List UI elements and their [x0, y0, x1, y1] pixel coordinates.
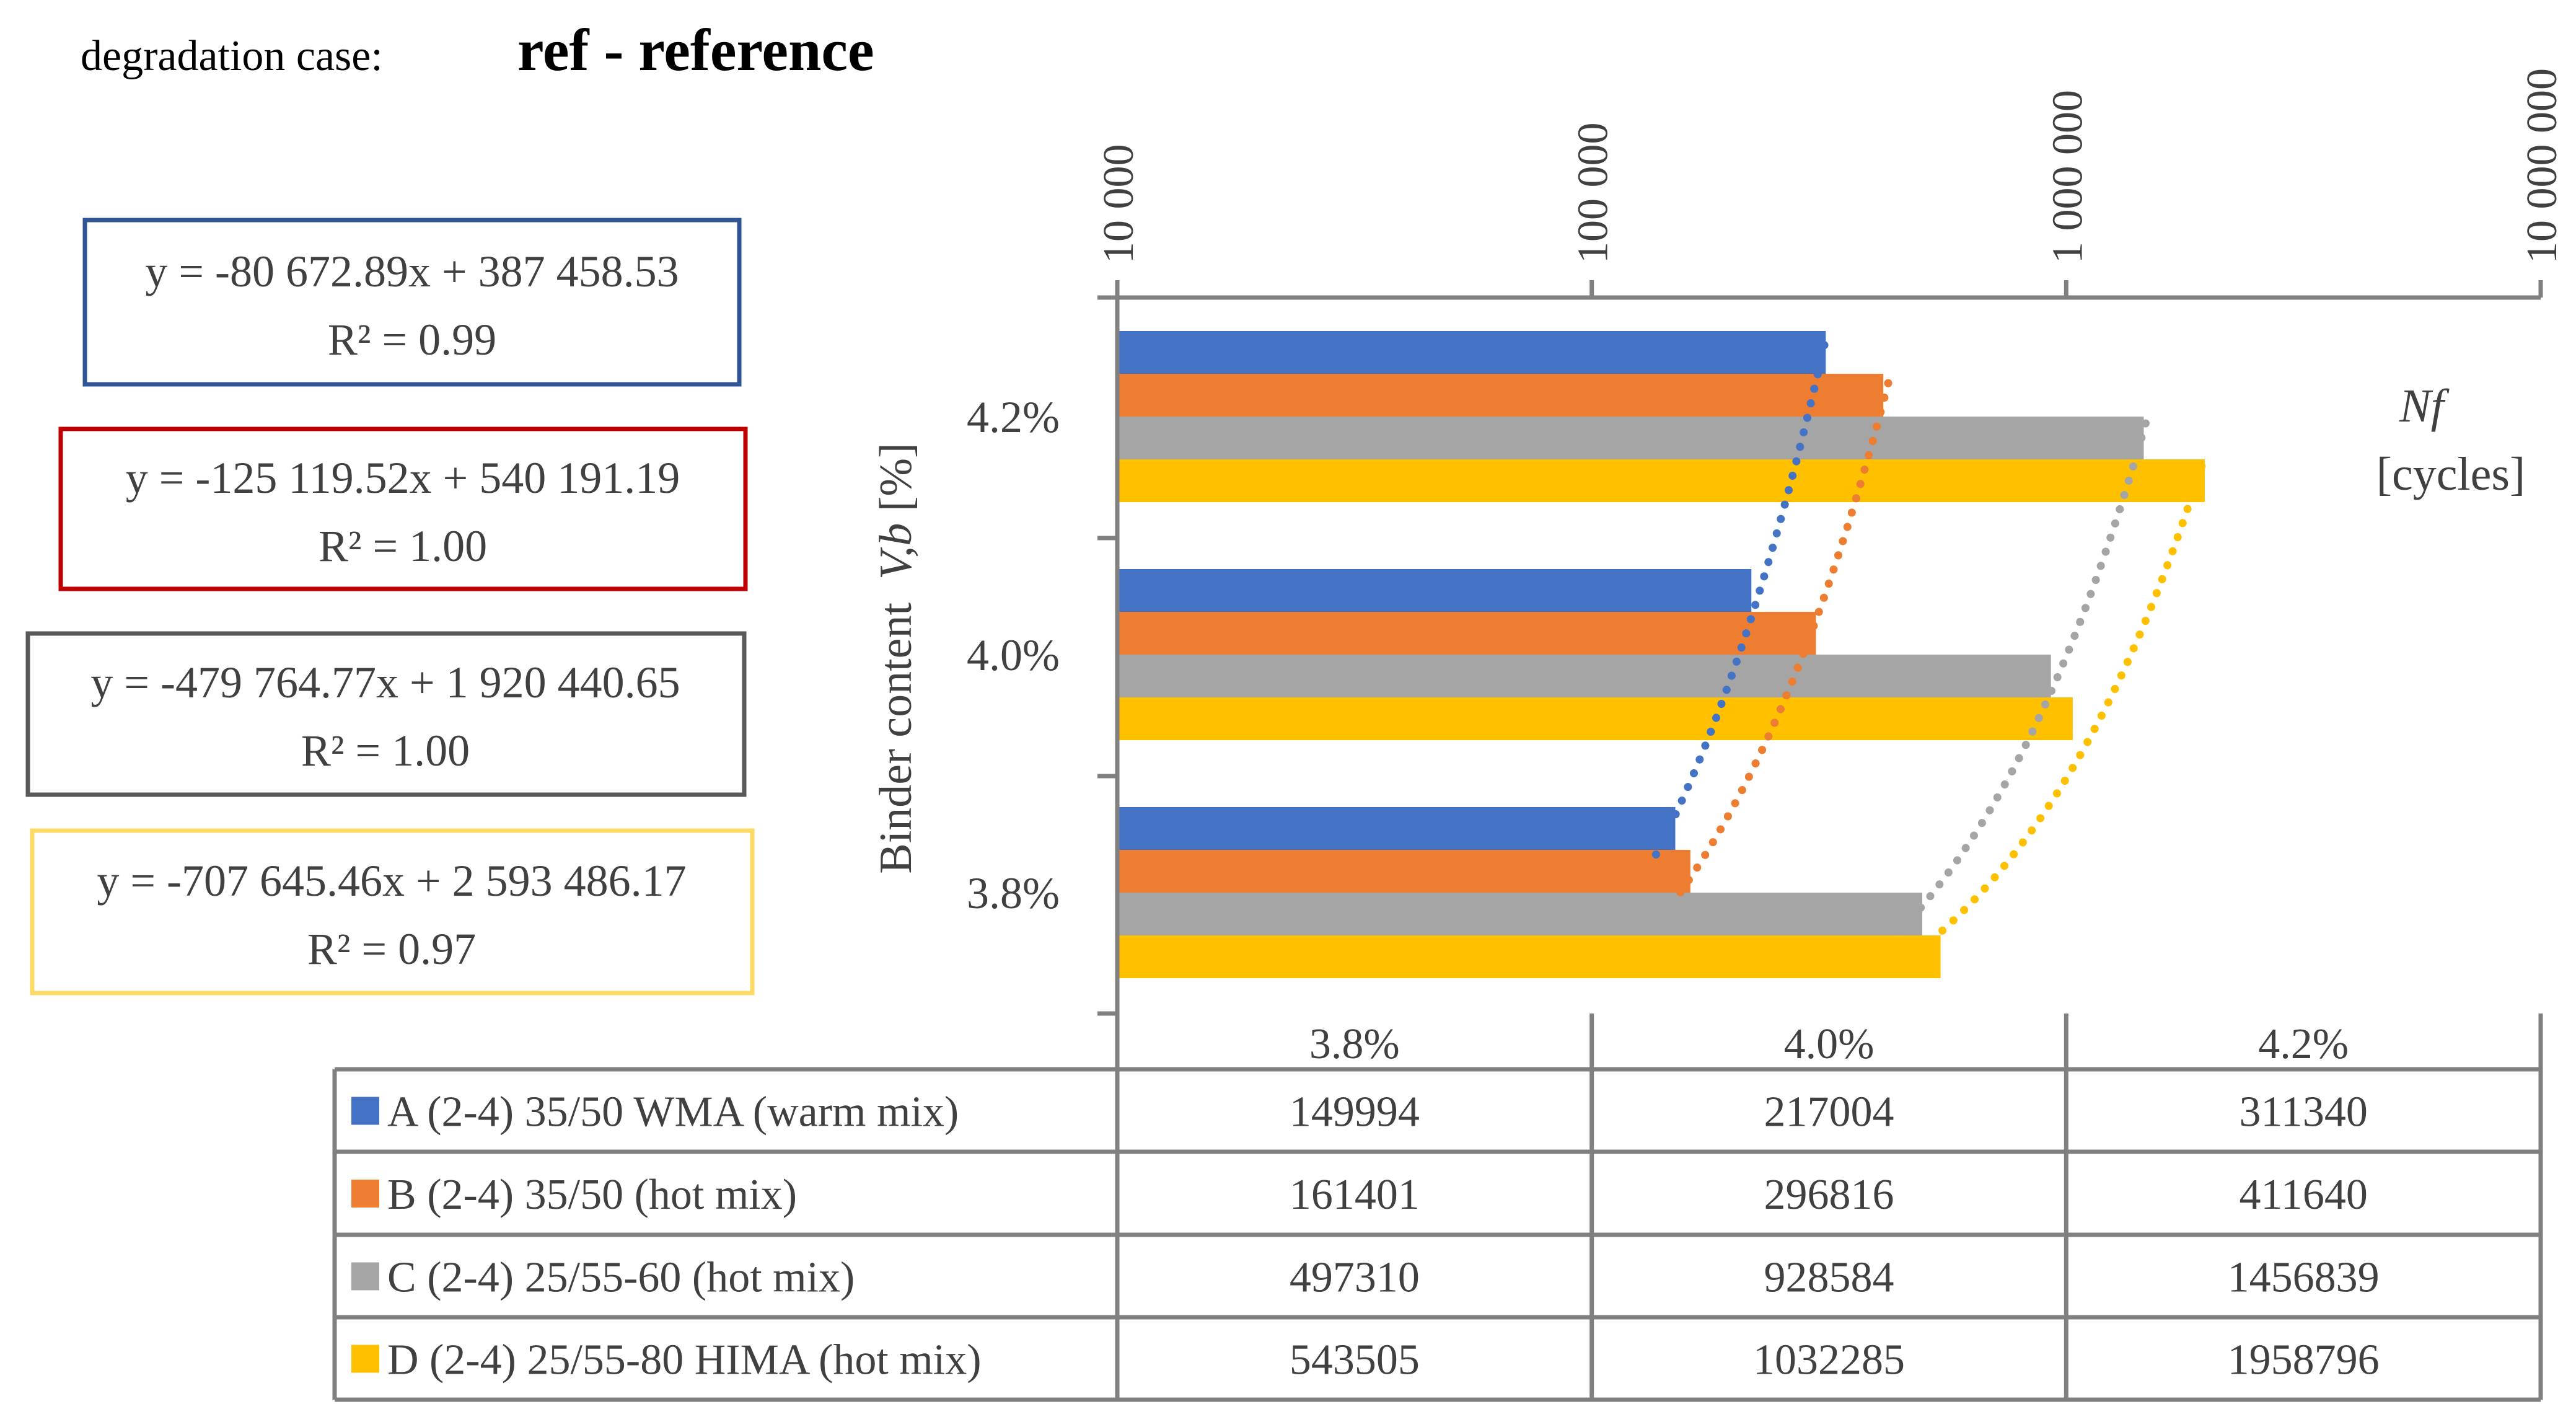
legend-label-a: A (2-4) 35/50 WMA (warm mix) [387, 1089, 959, 1136]
equation-box-c: y = -479 764.77x + 1 920 440.65 R² = 1.0… [25, 631, 747, 797]
table-header-4-2: 4.2% [2258, 1020, 2349, 1068]
table-cell: 217004 [1764, 1089, 1894, 1136]
table-cell: 497310 [1290, 1254, 1420, 1302]
bars-layer [1117, 331, 2205, 978]
r-squared-d: R² = 0.97 [307, 924, 476, 974]
y-axis-title-space [871, 511, 921, 523]
data-table: 3.8% 4.0% 4.2% A (2-4) 35/50 WMA (warm mix)… [332, 1014, 2543, 1402]
x-axis-unit: [cycles] [2376, 448, 2526, 500]
equation-box-c-frame [25, 631, 747, 797]
table-cell: 149994 [1290, 1089, 1420, 1136]
legend-label-b: B (2-4) 35/50 (hot mix) [387, 1171, 797, 1219]
legend-label-d: D (2-4) 25/55-80 HIMA (hot mix) [387, 1336, 982, 1384]
bar-d-4-2 [1117, 459, 2205, 502]
degradation-case-title: ref - reference [517, 17, 874, 83]
y-axis-title: Binder content V,b [%] [871, 443, 921, 873]
equation-box-a-frame [82, 218, 742, 387]
bar-c-4-0 [1117, 655, 2051, 697]
bar-a-4-2 [1117, 331, 1826, 374]
y-axis-title-unit: [%] [871, 443, 921, 511]
legend-label-c: C (2-4) 25/55-60 (hot mix) [387, 1254, 855, 1302]
equation-b: y = -125 119.52x + 540 191.19 [126, 453, 680, 503]
bar-d-3-8 [1117, 935, 1941, 978]
trendline-d [1891, 448, 2210, 972]
bar-b-4-2 [1117, 374, 1884, 417]
r-squared-a: R² = 0.99 [328, 315, 496, 364]
equation-box-d: y = -707 645.46x + 2 593 486.17 R² = 0.9… [30, 828, 755, 996]
x-axis-title: Nf [2399, 380, 2450, 432]
table-header-4-0: 4.0% [1784, 1020, 1875, 1068]
equation-box-a: y = -80 672.89x + 387 458.53 R² = 0.99 [82, 218, 742, 387]
bar-b-4-0 [1117, 612, 1816, 655]
legend-swatch-c [351, 1262, 379, 1291]
bar-b-3-8 [1117, 850, 1690, 893]
x-tick-label: 100 000 [1570, 123, 1617, 264]
y-axis-title-gap [871, 580, 921, 603]
table-cell: 1032285 [1753, 1336, 1905, 1384]
trendline-b [1676, 368, 1896, 896]
equation-a: y = -80 672.89x + 387 458.53 [145, 247, 679, 296]
equation-box-b: y = -125 119.52x + 540 191.19 R² = 1.00 [58, 426, 748, 591]
y-axis-title-var: V,b [871, 523, 921, 580]
table-cell: 311340 [2239, 1089, 2367, 1136]
bar-c-4-2 [1117, 417, 2144, 459]
bar-a-4-0 [1117, 569, 1752, 612]
y-axis-title-prefix: Binder content [871, 603, 921, 874]
bar-d-4-0 [1117, 697, 2073, 740]
equation-c: y = -479 764.77x + 1 920 440.65 [90, 658, 680, 707]
x-tick-label: 1 000 000 [2044, 90, 2091, 263]
degradation-label: degradation case: [81, 32, 383, 80]
equation-box-d-frame [30, 828, 755, 996]
x-tick-label: 10 000 000 [2518, 68, 2566, 263]
bar-a-3-8 [1117, 807, 1676, 850]
equation-box-b-frame [58, 426, 748, 591]
legend-swatch-d [351, 1345, 379, 1373]
table-cell: 161401 [1290, 1171, 1420, 1219]
y-tick-label: 4.0% [967, 630, 1060, 680]
equation-d: y = -707 645.46x + 2 593 486.17 [97, 856, 686, 906]
table-header-3-8: 3.8% [1309, 1020, 1400, 1068]
table-cell: 543505 [1290, 1336, 1420, 1384]
r-squared-b: R² = 1.00 [319, 521, 487, 571]
table-cell: 411640 [2239, 1171, 2367, 1219]
table-cell: 928584 [1764, 1254, 1894, 1302]
legend-swatch-a [351, 1097, 379, 1125]
y-tick-label: 3.8% [967, 868, 1060, 918]
trendlines-layer [1651, 327, 2210, 972]
r-squared-c: R² = 1.00 [301, 726, 470, 775]
y-tick-label: 4.2% [967, 392, 1060, 442]
trendline-c [1897, 408, 2153, 934]
table-cell: 1958796 [2228, 1336, 2380, 1384]
table-cell: 296816 [1764, 1171, 1894, 1219]
bar-c-3-8 [1117, 893, 1923, 935]
trendline-a [1651, 327, 1832, 859]
axes-layer: 10 000 100 000 1 000 000 10 000 000 3.8% 4.0%… [967, 68, 2566, 1016]
legend-swatch-b [351, 1180, 379, 1208]
table-cell: 1456839 [2228, 1254, 2380, 1302]
x-tick-label: 10 000 [1095, 144, 1143, 264]
